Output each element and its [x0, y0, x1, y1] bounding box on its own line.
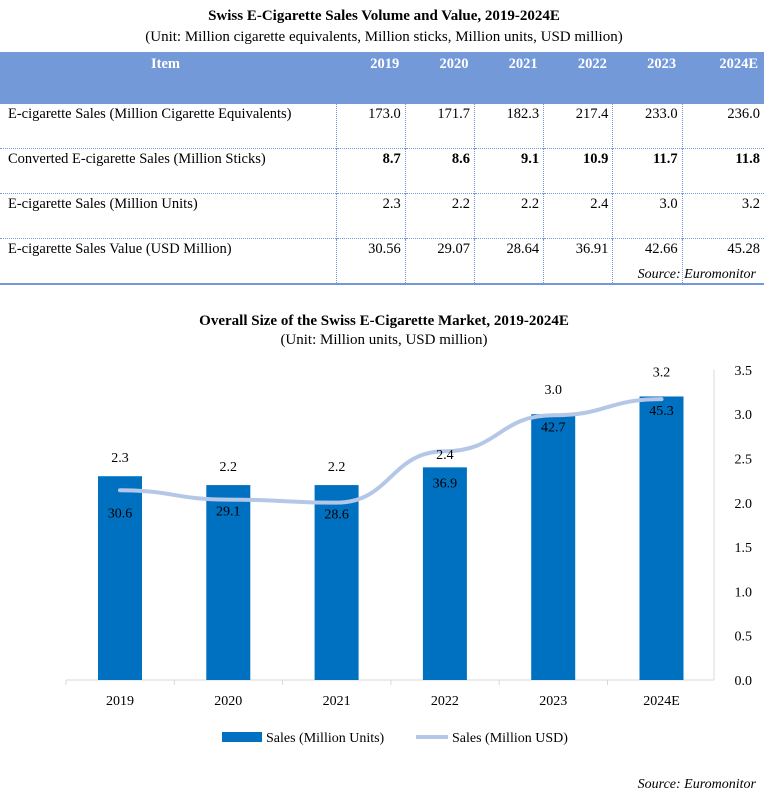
table-cell: 2.4 [543, 193, 613, 239]
line-data-label: 42.7 [541, 420, 566, 435]
table-cell: 45.28 [681, 238, 764, 285]
x-tick-label: 2023 [539, 694, 567, 709]
table-cell: 28.64 [473, 238, 544, 285]
line-series [118, 397, 664, 505]
table-title: Swiss E-Cigarette Sales Volume and Value… [208, 8, 560, 24]
x-tick-label: 2019 [106, 694, 134, 709]
row-label: E-cigarette Sales Value (USD Million) [0, 238, 336, 285]
table-cell: 30.56 [335, 238, 406, 285]
bar-data-label: 2.3 [111, 451, 129, 466]
bar [206, 485, 251, 680]
bar [98, 476, 142, 680]
legend-label: Sales (Million Units) [266, 731, 385, 746]
table-cell: 3.0 [612, 193, 683, 239]
column-header: 2020 [405, 52, 475, 104]
column-header: 2019 [336, 52, 406, 104]
table-cell: 217.4 [543, 103, 613, 149]
y-tick-label: 0.0 [735, 674, 753, 689]
bar [639, 396, 684, 680]
x-tick-label: 2020 [214, 694, 242, 709]
table-cell: 233.0 [612, 103, 683, 149]
bar-data-label: 2.2 [220, 460, 238, 475]
table-cell: 10.9 [543, 148, 613, 194]
line-data-label: 45.3 [649, 404, 674, 419]
table-cell: 9.1 [473, 148, 544, 194]
line-data-label: 29.1 [216, 505, 241, 520]
legend-bar-swatch [222, 732, 262, 742]
table-row: E-cigarette Sales (Million Cigarette Equ… [0, 103, 764, 149]
line-data-label: 28.6 [324, 508, 349, 523]
table-cell: 182.3 [473, 103, 544, 149]
bar-data-label: 3.0 [544, 383, 562, 398]
table-cell: 42.66 [612, 238, 683, 285]
table-cell: 2.3 [335, 193, 406, 239]
table-cell: 2.2 [473, 193, 544, 239]
x-tick-label: 2024E [643, 694, 680, 709]
row-label: E-cigarette Sales (Million Cigarette Equ… [0, 103, 336, 149]
table-row: Converted E-cigarette Sales (Million Sti… [0, 148, 764, 194]
table-cell: 173.0 [335, 103, 406, 149]
bar [531, 414, 576, 680]
table-subtitle: (Unit: Million cigarette equivalents, Mi… [145, 29, 623, 45]
data-table: Item 2019 2020 2021 2022 2023 2024E E-cigarett… [0, 52, 764, 285]
row-label: Converted E-cigarette Sales (Million Sti… [0, 148, 336, 194]
legend-label: Sales (Million USD) [452, 731, 568, 746]
bar [314, 485, 359, 680]
table-cell: 29.07 [404, 238, 475, 285]
table-cell: 8.7 [335, 148, 406, 194]
table-source: Source: Euromonitor [637, 267, 756, 282]
table-cell: 36.91 [543, 238, 613, 285]
column-header: 2023 [612, 52, 683, 104]
bar-data-label: 3.2 [653, 365, 671, 380]
column-header: 2022 [543, 52, 613, 104]
y-tick-label: 0.5 [735, 630, 753, 645]
table-cell: 11.7 [612, 148, 683, 194]
table-cell: 171.7 [404, 103, 475, 149]
line-data-label: 36.9 [433, 476, 458, 491]
table-cell: 236.0 [681, 103, 764, 149]
table-cell: 2.2 [404, 193, 475, 239]
line-data-label: 30.6 [108, 506, 133, 521]
y-tick-label: 2.0 [735, 497, 753, 512]
y-tick-label: 3.0 [735, 408, 753, 423]
x-tick-label: 2021 [323, 694, 351, 709]
row-label: E-cigarette Sales (Million Units) [0, 193, 336, 239]
bar-data-label: 2.4 [436, 448, 454, 463]
table-cell: 8.6 [404, 148, 475, 194]
bar [422, 467, 467, 680]
y-tick-label: 1.5 [735, 541, 753, 556]
chart-title: Overall Size of the Swiss E-Cigarette Ma… [199, 313, 569, 329]
table-cell: 11.8 [681, 148, 764, 194]
table-row: E-cigarette Sales (Million Units) 2.3 2.2 2… [0, 193, 764, 239]
chart-source: Source: Euromonitor [637, 777, 756, 792]
table-row: E-cigarette Sales Value (USD Million) 30.… [0, 238, 764, 285]
y-tick-label: 1.0 [735, 585, 753, 600]
chart-subtitle: (Unit: Million units, USD million) [280, 332, 488, 348]
column-header: Item [0, 52, 336, 104]
y-tick-label: 2.5 [735, 453, 753, 468]
y-tick-label: 3.5 [735, 364, 753, 379]
column-header: 2021 [474, 52, 544, 104]
column-header: 2024E [682, 52, 764, 104]
bar-data-label: 2.2 [328, 460, 346, 475]
x-tick-label: 2022 [431, 694, 459, 709]
table-cell: 3.2 [681, 193, 764, 239]
